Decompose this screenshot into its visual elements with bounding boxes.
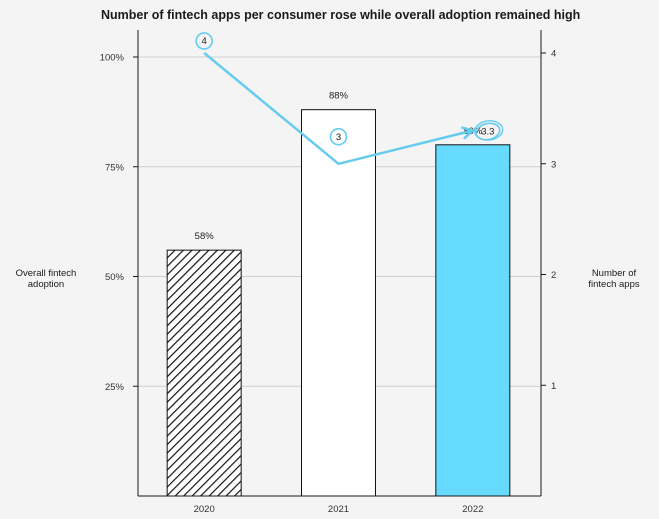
left-axis-ticks: 25% 50% 75% 100% [100,53,138,393]
left-axis-title-line2: adoption [28,279,64,290]
bar-2020 [166,249,242,497]
right-tick-label: 1 [551,381,556,392]
apps-value-label-2020: 4 [202,36,207,47]
right-axis-ticks: 1 2 3 4 [541,49,556,392]
apps-line-arrowhead [460,126,476,140]
x-axis-labels: 2020 2021 2022 [194,504,484,515]
x-tick-label-2022: 2022 [462,504,483,515]
left-tick-label: 25% [105,382,125,393]
right-tick-label: 3 [551,159,556,170]
bar-value-label-2020: 58% [195,231,215,242]
left-tick-label: 100% [100,53,125,64]
apps-value-label-2021: 3 [336,132,341,143]
x-tick-label-2021: 2021 [328,504,349,515]
left-tick-label: 50% [105,272,125,283]
x-tick-label-2020: 2020 [194,504,215,515]
right-tick-label: 4 [551,49,556,60]
left-axis-title-line1: Overall fintech [16,268,77,279]
line-series: 43 3.3 [195,32,504,166]
right-axis-title-line1: Number of [592,268,637,279]
right-tick-label: 2 [551,270,556,281]
right-axis-title-line2: fintech apps [588,279,639,290]
bar-value-label-2021: 88% [329,91,349,102]
apps-point-circle-outer [474,120,504,141]
apps-point-circle-2020 [195,32,213,50]
bar-series: 58%88%80% [166,91,511,497]
apps-line [203,52,474,166]
bar-2022 [435,144,511,497]
apps-point-circle-2021 [329,127,348,146]
left-tick-label: 75% [105,162,125,173]
bar-2021 [301,109,376,497]
chart-title: Number of fintech apps per consumer rose… [101,8,580,22]
apps-value-label-2022: 3.3 [481,127,494,138]
